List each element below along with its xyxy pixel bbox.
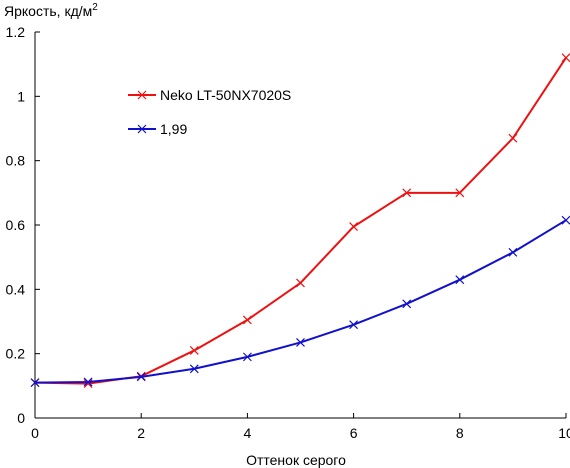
axes xyxy=(34,32,566,419)
y-tick-label: 0 xyxy=(17,410,25,426)
y-tick-label: 0.6 xyxy=(6,217,26,233)
series-2 xyxy=(30,215,570,388)
data-point-marker xyxy=(349,320,359,330)
data-point-marker xyxy=(402,188,412,198)
x-tick-label: 4 xyxy=(244,425,252,441)
data-point-marker xyxy=(189,346,199,355)
series-line xyxy=(34,57,567,385)
x-tick-label: 6 xyxy=(350,425,358,441)
x-tick-label: 8 xyxy=(456,425,464,441)
y-tick-label: 0.4 xyxy=(6,281,26,297)
series-line xyxy=(34,219,567,384)
y-axis-title-text: Яркость, кд/м xyxy=(4,3,92,19)
legend-marker xyxy=(137,124,147,134)
legend-label: 1,99 xyxy=(160,121,187,137)
y-tick-label: 1.2 xyxy=(6,24,26,40)
series-layer xyxy=(30,53,570,389)
legend-marker xyxy=(137,90,147,100)
y-tick-label: 1 xyxy=(17,88,25,104)
data-point-marker xyxy=(136,372,146,382)
y-axis-title-superscript: 2 xyxy=(92,2,98,13)
data-point-marker xyxy=(296,278,305,288)
x-tick-label: 2 xyxy=(137,425,145,441)
x-tick-label: 10 xyxy=(558,425,570,441)
data-point-marker xyxy=(349,222,359,232)
data-point-marker xyxy=(508,247,518,257)
legend: Neko LT-50NX7020S 1,99 xyxy=(128,87,291,137)
legend-item: 1,99 xyxy=(128,121,187,137)
x-axis-title: Оттенок серого xyxy=(246,452,346,468)
y-axis-title: Яркость, кд/м2 xyxy=(4,2,98,19)
x-ticks: 0 2 4 6 8 10 xyxy=(31,413,570,441)
data-point-marker xyxy=(242,315,252,325)
legend-label: Neko LT-50NX7020S xyxy=(160,87,291,103)
y-ticks: 0 0.2 0.4 0.6 0.8 1 1.2 xyxy=(6,24,40,426)
data-point-marker xyxy=(242,352,252,362)
y-tick-label: 0.2 xyxy=(6,346,26,362)
y-tick-label: 0.8 xyxy=(6,153,26,169)
data-point-marker xyxy=(30,378,40,388)
data-point-marker xyxy=(455,275,465,285)
data-point-marker xyxy=(189,364,199,374)
data-point-marker xyxy=(296,337,305,347)
series-1 xyxy=(30,53,570,389)
data-point-marker xyxy=(83,377,93,387)
data-point-marker xyxy=(455,188,465,198)
data-point-marker xyxy=(561,53,570,63)
legend-item: Neko LT-50NX7020S xyxy=(128,87,291,103)
data-point-marker xyxy=(402,299,412,309)
data-point-marker xyxy=(508,133,518,143)
x-tick-label: 0 xyxy=(31,425,39,441)
data-point-marker xyxy=(561,215,570,225)
